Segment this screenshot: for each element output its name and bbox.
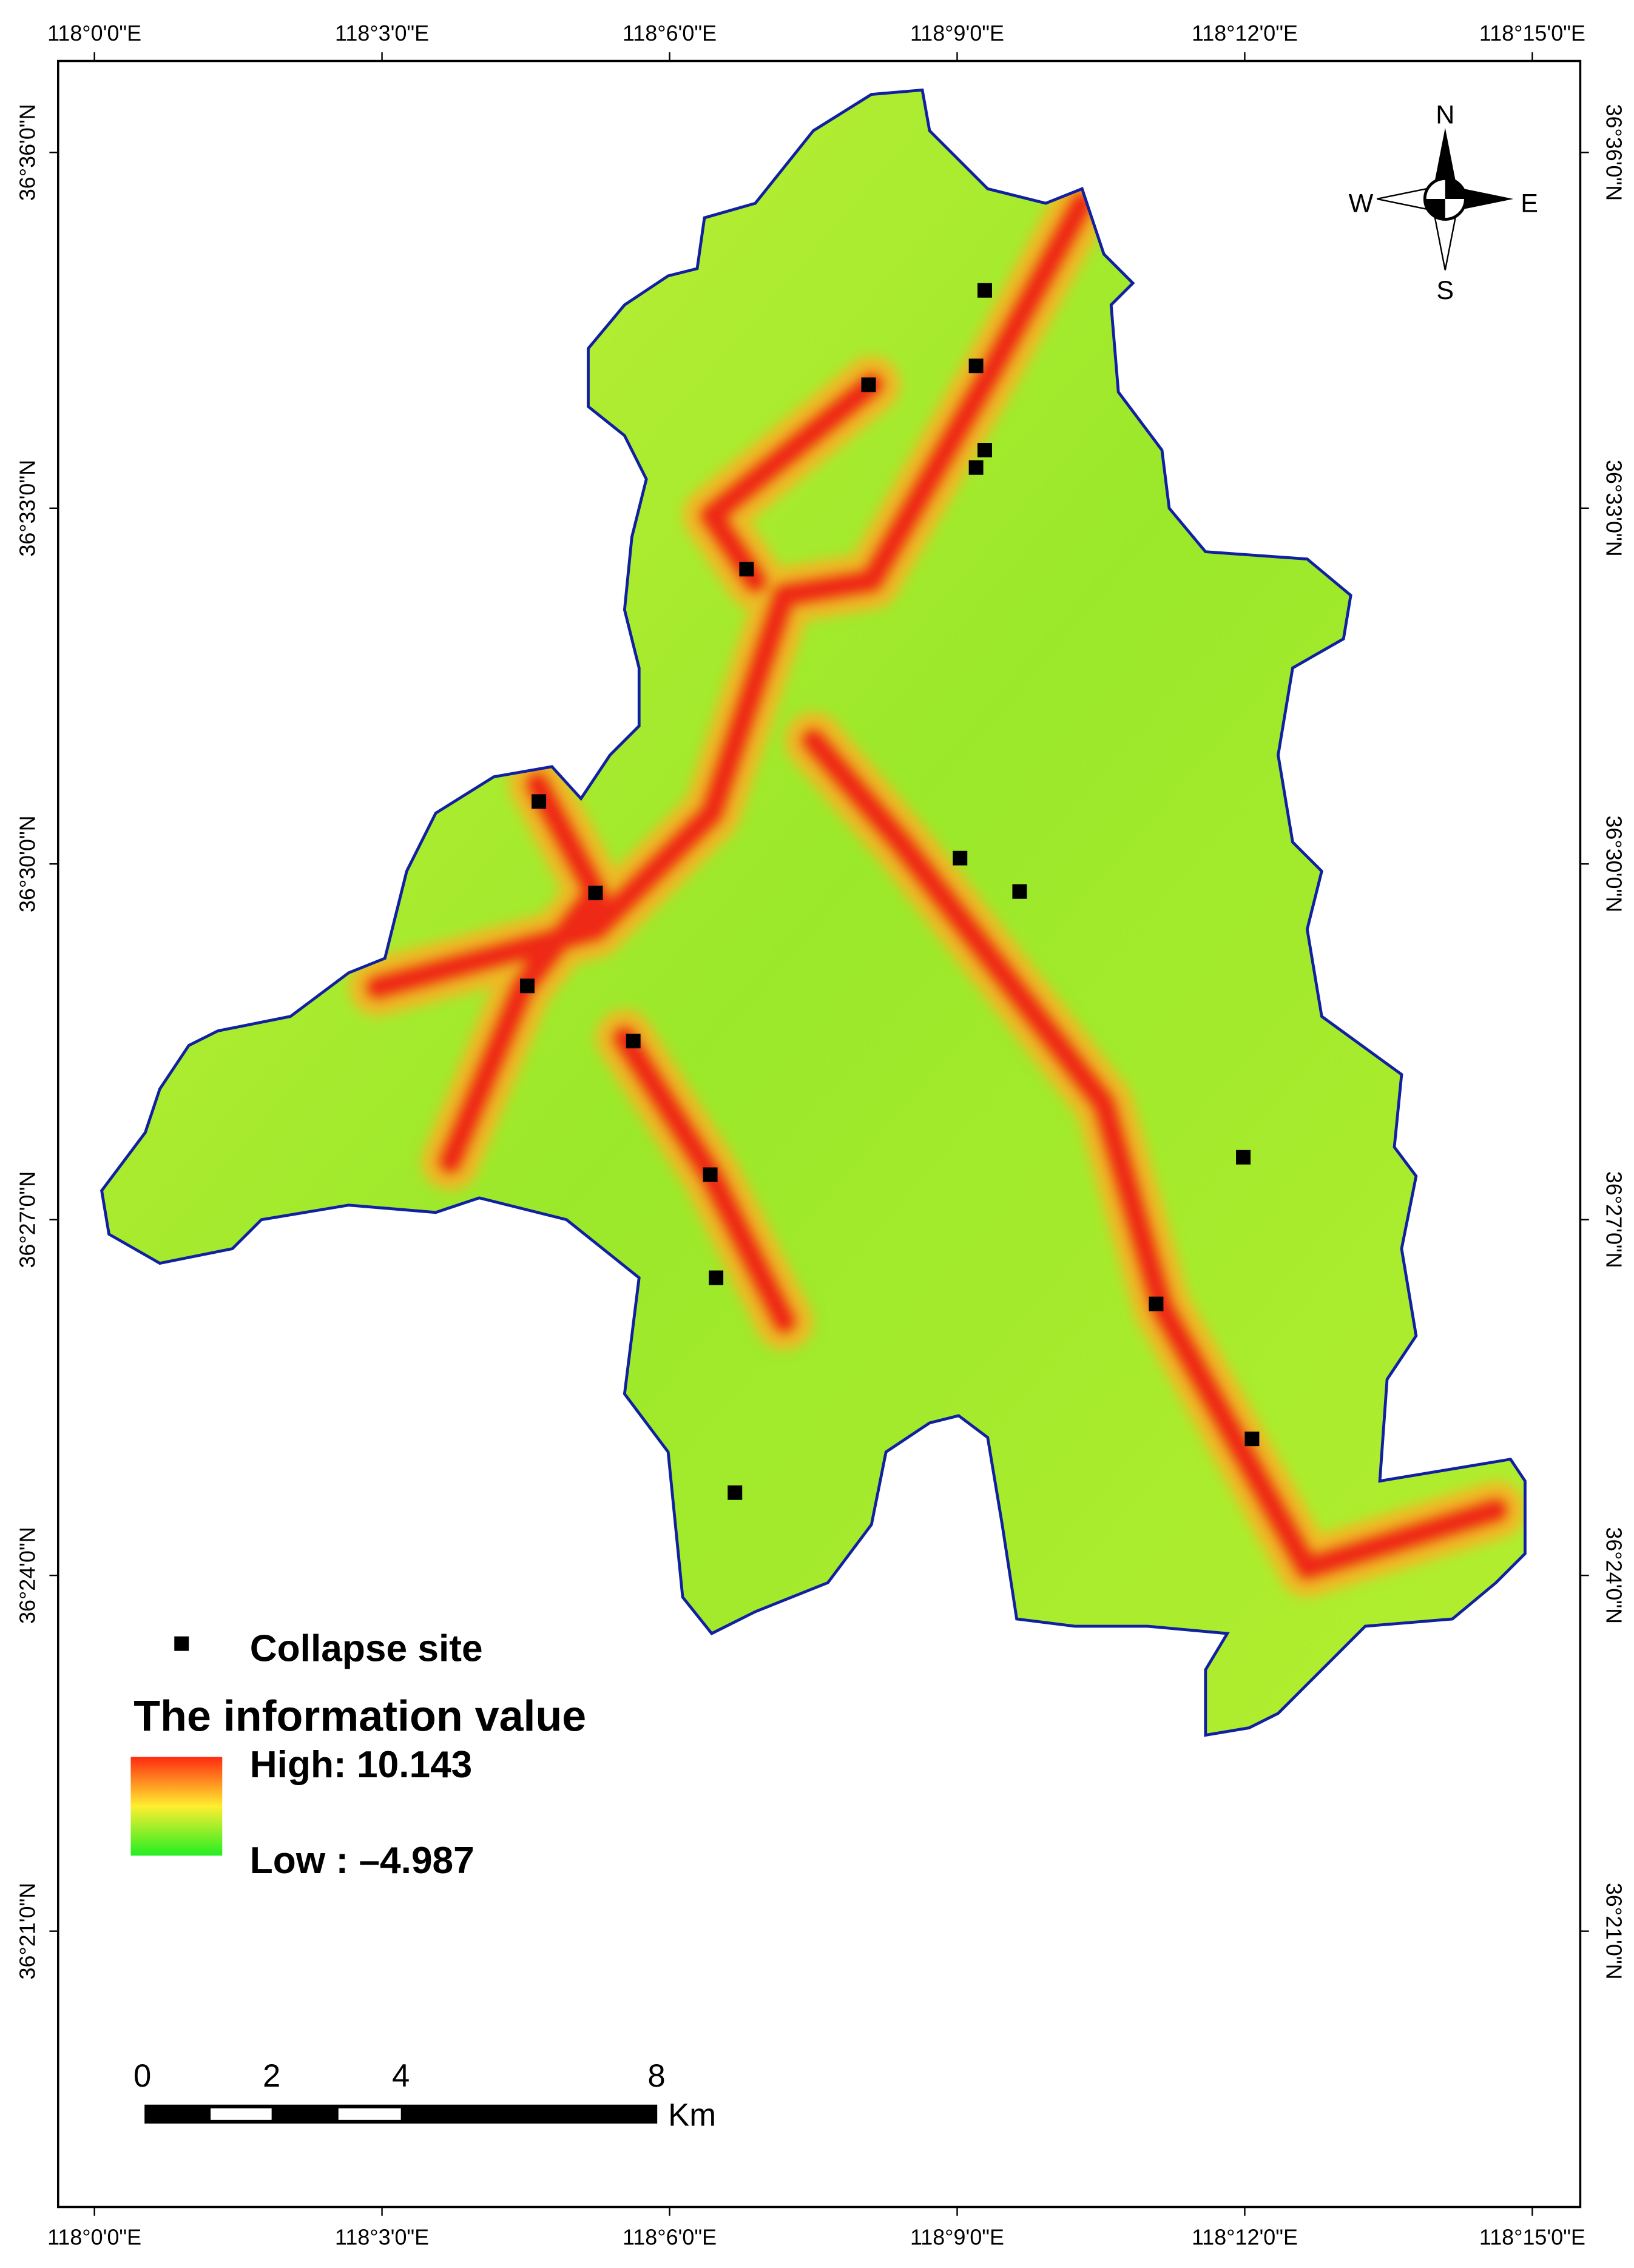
scale-label: 4 (392, 2058, 410, 2094)
lon-label: 118°0'0"E (47, 2226, 141, 2250)
legend-title: The information value (133, 1692, 586, 1740)
graticule: 118°0'0"E 118°0'0"E 118°3'0"E 118°3'0"E 118°… (15, 21, 1626, 2250)
lat-label: 36°24'0"N (15, 1527, 39, 1624)
scale-bar: 0 2 4 8 Km (133, 2058, 716, 2133)
lon-label: 118°12'0"E (1192, 21, 1298, 45)
lon-label: 118°6'0"E (623, 21, 717, 45)
legend-marker (174, 1636, 189, 1651)
lon-label: 118°6'0"E (623, 2226, 717, 2250)
scale-label: 0 (133, 2058, 151, 2094)
raster (101, 90, 1525, 1735)
scale-unit: Km (668, 2097, 716, 2133)
lat-label: 36°33'0"N (15, 460, 39, 557)
lon-label: 118°9'0"E (910, 2226, 1004, 2250)
compass-s: S (1436, 276, 1454, 305)
lat-label: 36°27'0"N (1601, 1171, 1626, 1268)
lon-label: 118°12'0"E (1192, 2226, 1298, 2250)
lat-label: 36°36'0"N (1601, 104, 1626, 201)
legend-point-label: Collapse site (250, 1627, 483, 1669)
lat-label: 36°30'0"N (15, 815, 39, 912)
lon-label: 118°0'0"E (47, 21, 141, 45)
compass: N S W E (1349, 100, 1538, 305)
lon-label: 118°3'0"E (335, 21, 429, 45)
scale-label: 2 (263, 2058, 280, 2094)
legend-ramp (130, 1757, 223, 1856)
lon-label: 118°15'0"E (1479, 2226, 1585, 2250)
high-value-zones (348, 174, 1525, 1598)
collapse-sites (519, 283, 1260, 1500)
lat-label: 36°33'0"N (1601, 460, 1626, 557)
compass-e: E (1521, 189, 1538, 218)
legend: Collapse site The information value High… (130, 1627, 586, 1882)
lat-label: 36°30'0"N (1601, 815, 1626, 912)
lon-label: 118°9'0"E (910, 21, 1004, 45)
lat-label: 36°21'0"N (15, 1883, 39, 1980)
lat-label: 36°27'0"N (15, 1171, 39, 1268)
scale-label: 8 (647, 2058, 665, 2094)
raster-base (101, 90, 1525, 1735)
legend-high: High: 10.143 (250, 1744, 473, 1786)
lat-label: 36°36'0"N (15, 104, 39, 201)
compass-n: N (1436, 100, 1454, 129)
lon-label: 118°3'0"E (335, 2226, 429, 2250)
lat-label: 36°21'0"N (1601, 1883, 1626, 1980)
legend-low: Low : –4.987 (250, 1840, 474, 1882)
lat-label: 36°24'0"N (1601, 1527, 1626, 1624)
compass-w: W (1349, 189, 1374, 218)
lon-label: 118°15'0"E (1479, 21, 1585, 45)
frame (56, 59, 1582, 2209)
